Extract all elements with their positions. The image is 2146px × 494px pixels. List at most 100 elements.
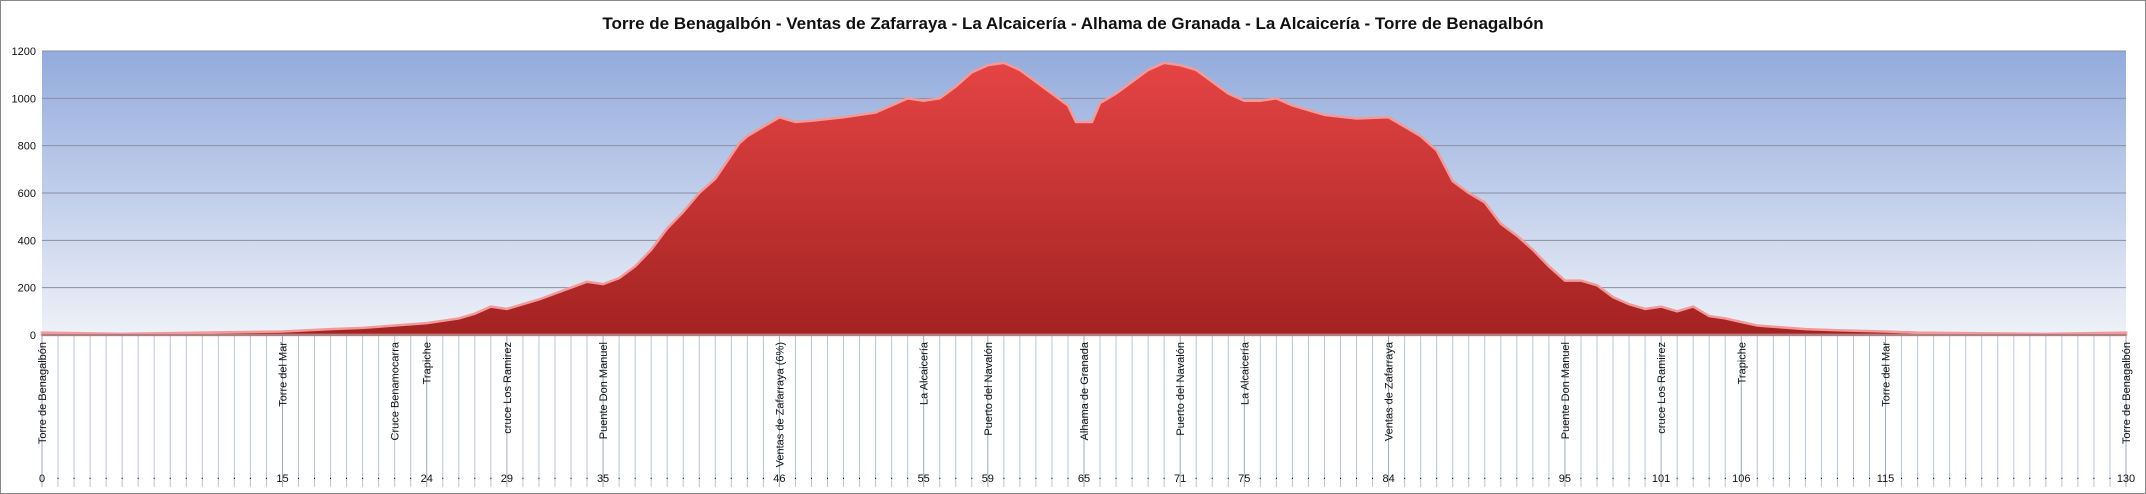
- x-minor-tick-label: .: [2092, 470, 2095, 482]
- x-minor-tick-label: .: [1050, 470, 1053, 482]
- x-minor-tick-label: .: [794, 470, 797, 482]
- x-minor-tick-label: .: [1852, 470, 1855, 482]
- x-minor-tick-label: .: [858, 470, 861, 482]
- x-minor-tick-label: .: [553, 470, 556, 482]
- x-tick-label: 55: [918, 473, 930, 485]
- x-minor-tick-label: .: [489, 470, 492, 482]
- x-minor-tick-label: .: [874, 470, 877, 482]
- place-label: Trapiche: [422, 342, 434, 384]
- chart-title: Torre de Benagalbón - Ventas de Zafarray…: [602, 14, 1543, 33]
- y-tick-label: 600: [18, 188, 36, 200]
- x-minor-tick-label: .: [377, 470, 380, 482]
- x-minor-tick-label: .: [56, 470, 59, 482]
- x-minor-tick-label: .: [1147, 470, 1150, 482]
- x-minor-tick-label: .: [441, 470, 444, 482]
- x-tick-label: 106: [1732, 473, 1750, 485]
- x-minor-tick-label: .: [666, 470, 669, 482]
- place-label: Puente Don Manuel: [1560, 342, 1572, 439]
- place-label: Puerto del Navalón: [1175, 342, 1187, 436]
- x-minor-tick-label: .: [1531, 470, 1534, 482]
- y-tick-label: 200: [18, 283, 36, 295]
- x-minor-tick-label: .: [137, 470, 140, 482]
- x-minor-tick-label: .: [906, 470, 909, 482]
- x-minor-tick-label: .: [1932, 470, 1935, 482]
- y-tick-label: 800: [18, 141, 36, 153]
- x-minor-tick-label: .: [233, 470, 236, 482]
- x-minor-tick-label: .: [714, 470, 717, 482]
- x-minor-tick-label: .: [473, 470, 476, 482]
- x-minor-tick-label: .: [1772, 470, 1775, 482]
- x-tick-label: 0: [39, 473, 45, 485]
- x-minor-tick-label: .: [1259, 470, 1262, 482]
- x-minor-tick-label: .: [1676, 470, 1679, 482]
- x-minor-tick-label: .: [730, 470, 733, 482]
- x-minor-tick-label: .: [826, 470, 829, 482]
- x-minor-tick-label: .: [1611, 470, 1614, 482]
- y-tick-label: 1000: [12, 93, 36, 105]
- y-tick-label: 0: [30, 330, 36, 342]
- x-minor-tick-label: .: [650, 470, 653, 482]
- x-minor-tick-label: .: [890, 470, 893, 482]
- place-label: Trapiche: [1736, 342, 1748, 384]
- x-minor-tick-label: .: [537, 470, 540, 482]
- place-label: cruce Los Ramirez: [1656, 342, 1668, 434]
- x-minor-tick-label: .: [2076, 470, 2079, 482]
- x-minor-tick-label: .: [698, 470, 701, 482]
- x-minor-tick-label: .: [1996, 470, 1999, 482]
- x-minor-tick-label: .: [409, 470, 412, 482]
- x-minor-tick-label: .: [1708, 470, 1711, 482]
- x-minor-tick-label: .: [121, 470, 124, 482]
- place-label: Ventas de Zafarraya: [1384, 341, 1396, 441]
- place-label: Ventas de Zafarraya (6%): [774, 342, 786, 467]
- place-label: Cruce Benamocarra: [390, 341, 402, 440]
- x-minor-tick-label: .: [1115, 470, 1118, 482]
- x-minor-tick-label: .: [746, 470, 749, 482]
- x-minor-tick-label: .: [618, 470, 621, 482]
- x-minor-tick-label: .: [169, 470, 172, 482]
- place-label: Alhama de Granada: [1079, 341, 1091, 440]
- x-minor-tick-label: .: [2108, 470, 2111, 482]
- x-minor-tick-label: .: [1227, 470, 1230, 482]
- x-minor-tick-label: .: [1291, 470, 1294, 482]
- x-minor-tick-label: .: [1483, 470, 1486, 482]
- x-minor-tick-label: .: [2060, 470, 2063, 482]
- place-label: Puente Don Manuel: [598, 342, 610, 439]
- x-minor-tick-label: .: [105, 470, 108, 482]
- place-label: La Alcaicería: [1239, 341, 1251, 405]
- x-minor-tick-label: .: [1820, 470, 1823, 482]
- x-minor-tick-label: .: [586, 470, 589, 482]
- x-minor-tick-label: .: [842, 470, 845, 482]
- x-tick-label: 75: [1238, 473, 1250, 485]
- x-minor-tick-label: .: [345, 470, 348, 482]
- x-minor-tick-label: .: [1515, 470, 1518, 482]
- x-minor-tick-label: .: [810, 470, 813, 482]
- x-tick-label: 65: [1078, 473, 1090, 485]
- place-label: Puerto del Navalón: [983, 342, 995, 436]
- x-minor-tick-label: .: [2044, 470, 2047, 482]
- x-minor-tick-label: .: [1002, 470, 1005, 482]
- x-minor-tick-label: .: [1964, 470, 1967, 482]
- x-minor-tick-label: .: [1195, 470, 1198, 482]
- place-label: Torre de Benagalbón: [2121, 342, 2133, 444]
- x-tick-label: 95: [1559, 473, 1571, 485]
- x-minor-tick-label: .: [89, 470, 92, 482]
- x-minor-tick-label: .: [1980, 470, 1983, 482]
- x-minor-tick-label: .: [2012, 470, 2015, 482]
- x-minor-tick-label: .: [1355, 470, 1358, 482]
- x-minor-tick-label: .: [634, 470, 637, 482]
- x-minor-tick-label: .: [1804, 470, 1807, 482]
- x-minor-tick-label: .: [1066, 470, 1069, 482]
- x-minor-tick-label: .: [361, 470, 364, 482]
- x-minor-tick-label: .: [1435, 470, 1438, 482]
- x-minor-tick-label: .: [1900, 470, 1903, 482]
- x-minor-tick-label: .: [1323, 470, 1326, 482]
- x-minor-tick-label: .: [1756, 470, 1759, 482]
- x-minor-tick-label: .: [1098, 470, 1101, 482]
- x-minor-tick-label: .: [521, 470, 524, 482]
- elevation-area: [40, 61, 2128, 337]
- x-minor-tick-label: .: [73, 470, 76, 482]
- x-minor-tick-label: .: [153, 470, 156, 482]
- x-minor-tick-label: .: [1034, 470, 1037, 482]
- x-tick-label: 35: [597, 473, 609, 485]
